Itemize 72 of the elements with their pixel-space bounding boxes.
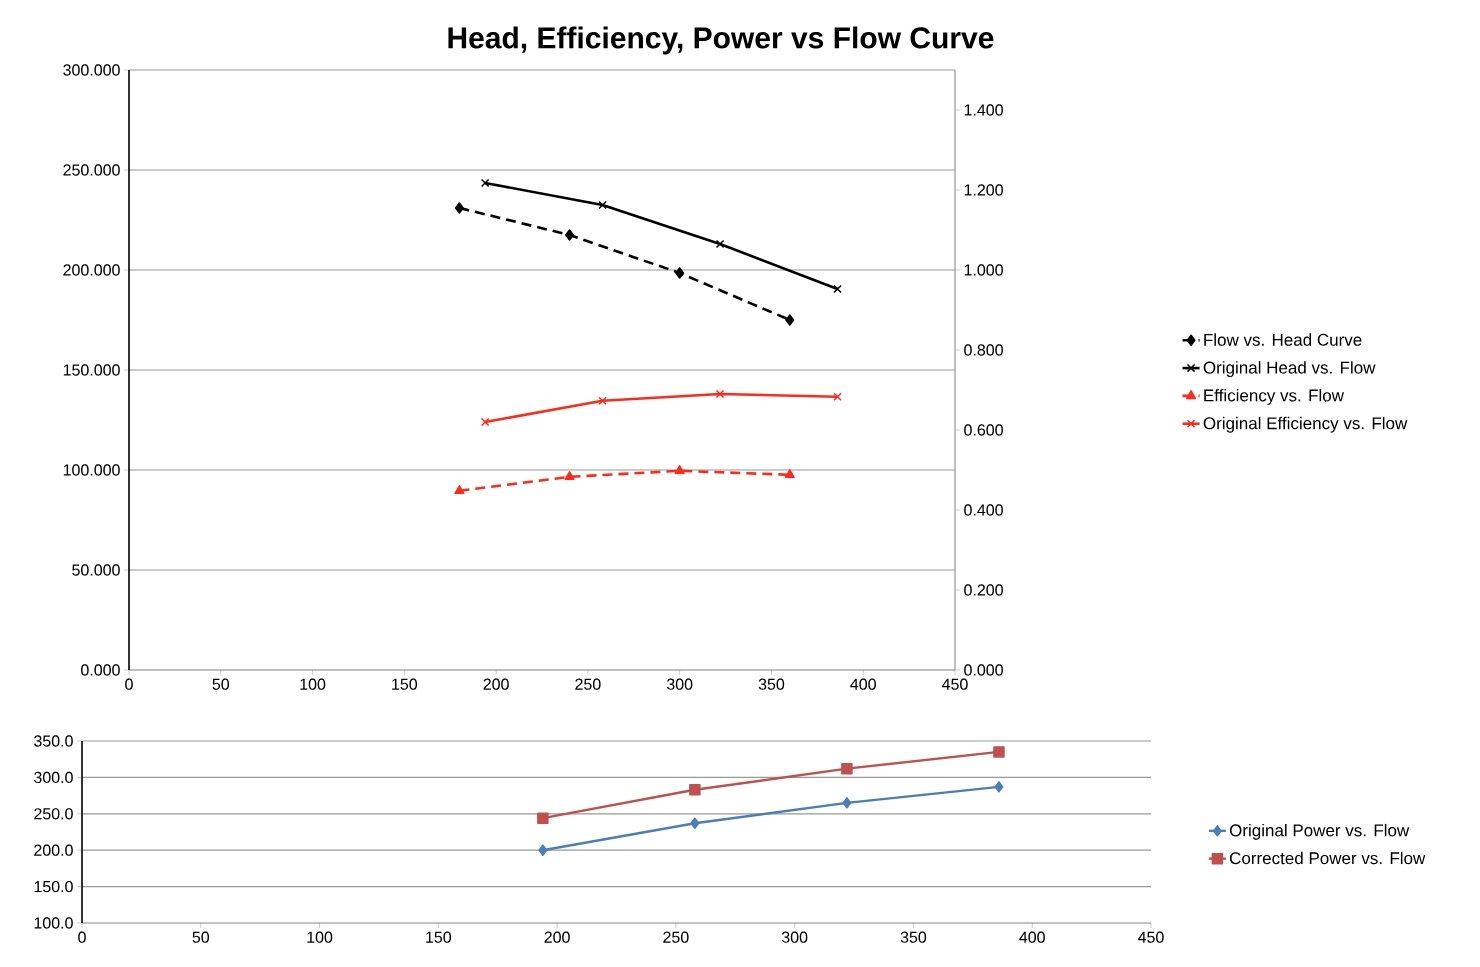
y-tick-label: 250.000 — [63, 164, 120, 176]
x-tick-label: 300 — [666, 678, 693, 690]
y-tick-label: 100.000 — [63, 464, 120, 476]
legend-label: Efficiency vs. Flow — [1204, 389, 1344, 405]
x-tick-label: 400 — [850, 678, 876, 690]
x-tick-label: 150 — [426, 931, 452, 943]
y-tick-label: 200.000 — [63, 264, 120, 276]
point — [833, 284, 842, 294]
x-tick-label: 450 — [1138, 931, 1164, 943]
x-tick-label: 250 — [575, 678, 601, 690]
legend-label: Original Power vs. Flow — [1229, 823, 1410, 840]
x-tick-label: 50 — [192, 931, 210, 943]
x-tick-label: 100 — [300, 678, 326, 690]
x-tick-label: 450 — [942, 678, 968, 690]
point — [598, 200, 607, 210]
point — [674, 465, 685, 475]
x-tick-label: 200 — [483, 678, 509, 690]
y2-tick-label: 1.200 — [964, 184, 1003, 196]
point — [564, 471, 575, 481]
point — [785, 314, 795, 326]
y2-tick-label: 1.000 — [964, 264, 1003, 276]
y2-tick-label: 0.000 — [964, 664, 1003, 676]
point — [480, 417, 490, 427]
point — [480, 178, 490, 188]
x-tick-label: 100 — [307, 931, 333, 943]
point — [994, 781, 1004, 793]
point — [833, 392, 842, 402]
point — [842, 797, 852, 809]
chart-title: Head, Efficiency, Power vs Flow Curve — [448, 26, 994, 55]
point — [538, 844, 548, 856]
point — [598, 396, 607, 406]
y2-tick-label: 0.600 — [964, 424, 1003, 436]
point — [537, 812, 549, 824]
x-tick-label: 350 — [900, 931, 927, 943]
legend-label: Original Head vs. Flow — [1203, 361, 1376, 378]
y-tick-label: 0.000 — [81, 664, 120, 676]
y2-tick-label: 0.200 — [964, 584, 1003, 596]
y-tick-label: 50.000 — [72, 564, 120, 576]
x-tick-label: 350 — [758, 678, 785, 690]
y-tick-label: 100.0 — [34, 917, 73, 929]
y-tick-label: 150.0 — [34, 880, 73, 893]
x-tick-label: 0 — [125, 678, 133, 690]
point — [454, 202, 464, 214]
legend-label: Corrected Power vs. Flow — [1229, 851, 1426, 865]
y2-tick-label: 0.400 — [964, 504, 1003, 516]
point — [454, 485, 465, 495]
legend-label: Flow vs. Head Curve — [1204, 333, 1362, 346]
legend-label: Original Efficiency vs. Flow — [1203, 416, 1408, 433]
x-tick-label: 150 — [392, 678, 418, 690]
x-tick-label: 400 — [1019, 931, 1045, 943]
point — [565, 229, 575, 241]
x-tick-label: 50 — [212, 678, 230, 690]
y2-tick-label: 0.800 — [964, 344, 1003, 356]
y-tick-label: 300.000 — [63, 64, 120, 76]
y-tick-label: 150.000 — [63, 364, 120, 376]
point — [841, 762, 853, 775]
point — [689, 784, 701, 796]
y-tick-label: 200.0 — [34, 844, 73, 856]
x-tick-label: 200 — [544, 931, 570, 943]
point — [675, 267, 685, 279]
point — [993, 746, 1005, 758]
point — [690, 817, 700, 830]
y2-tick-label: 1.400 — [964, 104, 1003, 116]
y-tick-label: 350.0 — [34, 735, 73, 747]
y-tick-label: 300.0 — [34, 771, 73, 784]
x-tick-label: 0 — [78, 931, 86, 943]
x-tick-label: 250 — [663, 931, 689, 943]
x-tick-label: 300 — [781, 931, 808, 943]
point — [715, 239, 725, 249]
y-tick-label: 250.0 — [34, 808, 73, 820]
point — [784, 469, 795, 479]
point — [715, 389, 725, 399]
